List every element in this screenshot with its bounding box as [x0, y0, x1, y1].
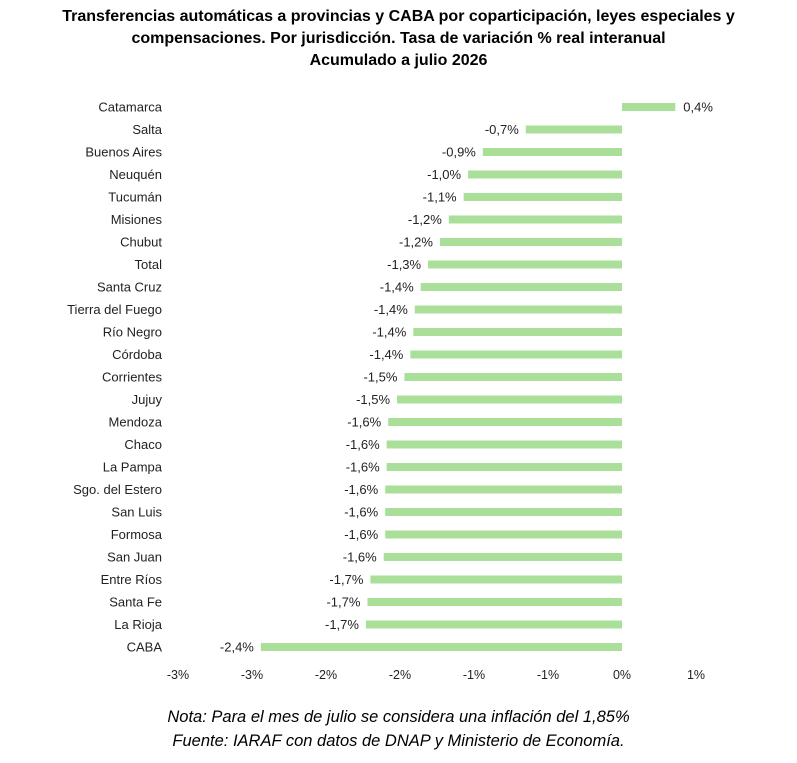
x-tick-label: 1% [687, 668, 705, 682]
category-label: Jujuy [132, 392, 163, 407]
x-tick-label: -1% [537, 668, 559, 682]
category-label: Corrientes [102, 370, 162, 385]
bar [428, 260, 622, 269]
bar [385, 485, 622, 494]
category-label: Entre Ríos [101, 572, 163, 587]
category-label: Misiones [111, 212, 163, 227]
data-label: -1,7% [326, 595, 360, 610]
data-label: -1,6% [344, 527, 378, 542]
bar [367, 598, 622, 606]
category-label: Sgo. del Estero [73, 482, 162, 497]
category-label: Formosa [111, 527, 163, 542]
bar [420, 283, 622, 291]
x-tick-label: -2% [389, 668, 411, 682]
bar [468, 170, 622, 179]
data-label: -1,1% [423, 190, 457, 205]
bar [463, 193, 622, 201]
data-label: -1,0% [427, 167, 461, 182]
data-label: 0,4% [683, 100, 713, 115]
data-label: -1,2% [408, 212, 442, 227]
category-label: Río Negro [103, 325, 162, 340]
data-label: -1,4% [369, 347, 403, 362]
x-tick-label: -3% [241, 668, 263, 682]
bar [385, 530, 622, 539]
category-label: Catamarca [98, 100, 162, 115]
bar [448, 215, 622, 224]
data-label: -1,5% [363, 370, 397, 385]
category-label: La Pampa [103, 460, 163, 475]
data-label: -1,2% [399, 235, 433, 250]
x-tick-label: 0% [613, 668, 631, 682]
category-label: San Juan [107, 550, 162, 565]
bar [260, 643, 622, 651]
bar [482, 148, 622, 156]
bar [410, 350, 622, 359]
data-label: -0,7% [485, 122, 519, 137]
bar [386, 440, 622, 449]
data-label: -1,6% [344, 482, 378, 497]
data-label: -1,6% [346, 460, 380, 475]
data-label: -1,3% [387, 257, 421, 272]
data-label: -1,4% [372, 325, 406, 340]
x-tick-label: -3% [167, 668, 189, 682]
data-label: -1,6% [343, 550, 377, 565]
data-label: -1,4% [374, 302, 408, 317]
bar [397, 395, 622, 404]
category-label: CABA [127, 640, 163, 655]
data-label: -1,4% [380, 280, 414, 295]
chart-title-line-2: compensaciones. Por jurisdicción. Tasa d… [131, 30, 666, 47]
bar-chart: Catamarca 0,4% Salta -0,7% Buenos Aires -0,9%… [67, 100, 713, 683]
x-tick-label: -2% [315, 668, 337, 682]
bar [414, 305, 622, 314]
category-label: San Luis [111, 505, 162, 520]
chart-title-line-3: Acumulado a julio 2026 [309, 52, 488, 69]
data-label: -1,6% [344, 505, 378, 520]
category-label: Tierra del Fuego [67, 302, 162, 317]
category-label: Tucumán [108, 190, 162, 205]
data-label: -1,6% [346, 437, 380, 452]
category-label: La Rioja [114, 617, 162, 632]
data-label: -0,9% [442, 145, 476, 160]
data-label: -1,7% [329, 572, 363, 587]
bar [370, 575, 622, 584]
chart-title: Transferencias automáticas a provincias … [0, 6, 797, 72]
data-label: -1,6% [347, 415, 381, 430]
category-label: Chubut [120, 235, 162, 250]
chart-title-line-1: Transferencias automáticas a provincias … [62, 8, 735, 25]
data-label: -2,4% [220, 640, 254, 655]
bar [365, 620, 622, 629]
category-label: Total [135, 257, 163, 272]
category-label: Santa Fe [109, 595, 162, 610]
category-label: Salta [132, 122, 162, 137]
bar [413, 328, 622, 336]
category-label: Neuquén [109, 167, 162, 182]
bar [525, 125, 622, 134]
bar [386, 463, 622, 471]
category-label: Buenos Aires [85, 145, 162, 160]
category-label: Mendoza [109, 415, 163, 430]
source-note: Fuente: IARAF con datos de DNAP y Minist… [172, 732, 625, 750]
bar [439, 238, 622, 246]
bar [404, 373, 622, 381]
bar [385, 508, 622, 516]
data-label: -1,5% [356, 392, 390, 407]
category-label: Chaco [124, 437, 162, 452]
category-label: Córdoba [112, 347, 163, 362]
inflation-note: Nota: Para el mes de julio se considera … [167, 708, 630, 726]
bar [388, 418, 622, 426]
category-label: Santa Cruz [97, 280, 162, 295]
data-label: -1,7% [325, 617, 359, 632]
bar [622, 103, 676, 111]
bar [383, 553, 622, 561]
x-tick-label: -1% [463, 668, 485, 682]
